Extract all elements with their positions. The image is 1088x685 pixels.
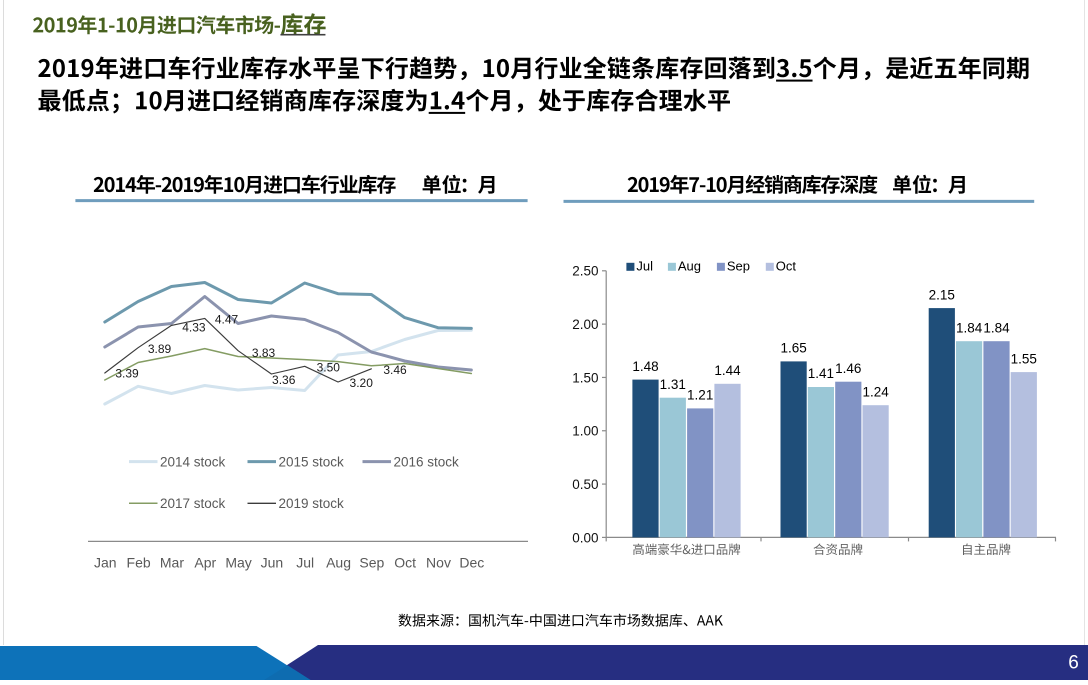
svg-text:2017 stock: 2017 stock: [160, 496, 226, 511]
svg-text:Sep: Sep: [727, 258, 750, 273]
svg-text:0.00: 0.00: [572, 530, 598, 545]
svg-text:Aug: Aug: [678, 258, 701, 273]
svg-text:1.31: 1.31: [660, 377, 686, 392]
svg-text:2016 stock: 2016 stock: [394, 454, 460, 469]
svg-text:3.46: 3.46: [383, 363, 407, 377]
svg-text:Jul: Jul: [296, 555, 314, 571]
svg-text:3.50: 3.50: [317, 361, 341, 375]
svg-text:Aug: Aug: [326, 555, 351, 571]
svg-text:1.21: 1.21: [687, 388, 713, 403]
svg-text:Sep: Sep: [359, 555, 384, 571]
svg-text:Dec: Dec: [459, 555, 484, 571]
svg-text:1.24: 1.24: [862, 384, 889, 399]
svg-text:1.50: 1.50: [572, 370, 598, 385]
svg-text:Mar: Mar: [160, 555, 184, 571]
svg-text:Jul: Jul: [636, 258, 653, 273]
svg-text:1.00: 1.00: [572, 424, 598, 439]
svg-text:Apr: Apr: [194, 555, 216, 571]
svg-text:Oct: Oct: [394, 555, 416, 571]
svg-text:1.84: 1.84: [956, 320, 983, 335]
svg-text:3.20: 3.20: [350, 376, 374, 390]
svg-text:May: May: [225, 555, 251, 571]
svg-text:1.44: 1.44: [714, 363, 741, 378]
svg-text:2.50: 2.50: [572, 264, 598, 279]
svg-text:3.89: 3.89: [148, 342, 172, 356]
svg-text:1.46: 1.46: [835, 361, 861, 376]
svg-text:3.36: 3.36: [272, 373, 296, 387]
svg-text:4.33: 4.33: [182, 320, 206, 334]
svg-text:2.00: 2.00: [572, 317, 598, 332]
svg-text:3.39: 3.39: [115, 367, 139, 381]
svg-text:3.83: 3.83: [252, 346, 276, 360]
svg-text:1.65: 1.65: [780, 341, 806, 356]
svg-text:2019 stock: 2019 stock: [279, 496, 345, 511]
svg-text:Jan: Jan: [94, 555, 117, 571]
svg-text:2014 stock: 2014 stock: [160, 454, 226, 469]
svg-text:Nov: Nov: [426, 555, 451, 571]
svg-text:Jun: Jun: [261, 555, 284, 571]
svg-text:1.84: 1.84: [983, 320, 1010, 335]
svg-text:Feb: Feb: [127, 555, 151, 571]
svg-text:1.41: 1.41: [808, 366, 834, 381]
svg-text:2015 stock: 2015 stock: [279, 454, 345, 469]
svg-text:1.55: 1.55: [1011, 351, 1037, 366]
svg-text:4.47: 4.47: [215, 312, 239, 326]
svg-text:Oct: Oct: [776, 258, 797, 273]
svg-text:2.15: 2.15: [929, 287, 955, 302]
svg-text:6: 6: [1068, 653, 1079, 674]
svg-text:1.48: 1.48: [632, 359, 658, 374]
svg-text:0.50: 0.50: [572, 477, 598, 492]
